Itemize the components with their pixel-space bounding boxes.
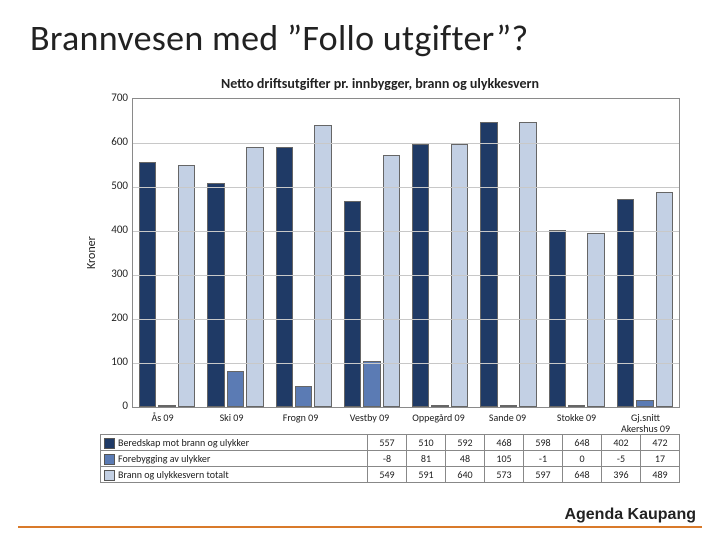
legend-text: Forebygging av ulykker bbox=[118, 452, 210, 465]
bar bbox=[636, 400, 653, 407]
gridline bbox=[133, 275, 679, 276]
bar bbox=[656, 192, 673, 407]
legend-swatch bbox=[104, 454, 115, 465]
bar bbox=[500, 405, 517, 407]
gridline bbox=[133, 363, 679, 364]
y-axis-label: Kroner bbox=[80, 98, 100, 408]
table-cell: 468 bbox=[484, 435, 523, 451]
bar bbox=[431, 405, 448, 407]
x-tick-label: Gj.snitt Akershus 09 bbox=[611, 408, 680, 434]
bar bbox=[207, 183, 224, 407]
bar-group bbox=[474, 99, 542, 407]
bar-group bbox=[543, 99, 611, 407]
footer-rule bbox=[18, 526, 702, 528]
table-cell: 105 bbox=[484, 451, 523, 467]
table-row: Forebygging av ulykker -88148105-10-517 bbox=[101, 451, 680, 467]
table-cell: 489 bbox=[640, 467, 679, 483]
gridline bbox=[133, 187, 679, 188]
table-cell: 640 bbox=[445, 467, 484, 483]
bar bbox=[363, 361, 380, 407]
bar-groups bbox=[133, 99, 679, 407]
legend-label: Forebygging av ulykker bbox=[101, 451, 368, 467]
bar bbox=[276, 147, 293, 407]
bar bbox=[246, 147, 263, 407]
table-cell: 17 bbox=[640, 451, 679, 467]
gridline bbox=[133, 319, 679, 320]
plot-outer: Kroner 7006005004003002001000 bbox=[80, 98, 680, 408]
table-cell: -5 bbox=[601, 451, 640, 467]
bar bbox=[158, 405, 175, 407]
legend-swatch bbox=[104, 438, 115, 449]
table-cell: 510 bbox=[406, 435, 445, 451]
bar bbox=[139, 162, 156, 407]
bar bbox=[480, 122, 497, 407]
bar bbox=[568, 405, 585, 407]
legend-text: Beredskap mot brann og ulykker bbox=[118, 436, 249, 449]
x-tick-label: Ski 09 bbox=[197, 408, 266, 434]
bar bbox=[519, 122, 536, 407]
table-row: Beredskap mot brann og ulykker5575105924… bbox=[101, 435, 680, 451]
bar-group bbox=[611, 99, 679, 407]
x-tick-label: Oppegård 09 bbox=[404, 408, 473, 434]
chart-container: Netto driftsutgifter pr. innbygger, bran… bbox=[80, 75, 680, 483]
table-cell: 396 bbox=[601, 467, 640, 483]
bar bbox=[383, 155, 400, 407]
bar-group bbox=[133, 99, 201, 407]
table-cell: 81 bbox=[406, 451, 445, 467]
x-tick-label: Frogn 09 bbox=[266, 408, 335, 434]
page-title: Brannvesen med ”Follo utgifter”? bbox=[30, 16, 528, 60]
gridline bbox=[133, 231, 679, 232]
plot-area bbox=[132, 98, 680, 408]
gridline bbox=[133, 143, 679, 144]
footer-text: Agenda Kaupang bbox=[564, 506, 696, 524]
bar-group bbox=[338, 99, 406, 407]
table-cell: 592 bbox=[445, 435, 484, 451]
legend-swatch bbox=[104, 470, 115, 481]
table-cell: 573 bbox=[484, 467, 523, 483]
table-cell: 648 bbox=[562, 435, 601, 451]
legend-text: Brann og ulykkesvern totalt bbox=[118, 468, 229, 481]
table-cell: 591 bbox=[406, 467, 445, 483]
x-tick-label: Vestby 09 bbox=[335, 408, 404, 434]
legend-label: Beredskap mot brann og ulykker bbox=[101, 435, 368, 451]
table-cell: 598 bbox=[523, 435, 562, 451]
bar bbox=[178, 165, 195, 407]
x-tick-label: Sande 09 bbox=[473, 408, 542, 434]
x-axis-labels: Ås 09Ski 09Frogn 09Vestby 09Oppegård 09S… bbox=[128, 408, 680, 434]
table-cell: 557 bbox=[367, 435, 406, 451]
table-cell: 402 bbox=[601, 435, 640, 451]
table-cell: 48 bbox=[445, 451, 484, 467]
y-axis-ticks: 7006005004003002001000 bbox=[100, 98, 132, 406]
bar bbox=[295, 386, 312, 407]
bar-group bbox=[406, 99, 474, 407]
table-cell: -8 bbox=[367, 451, 406, 467]
data-table-wrap: Beredskap mot brann og ulykker5575105924… bbox=[100, 434, 680, 483]
table-cell: 648 bbox=[562, 467, 601, 483]
chart-title: Netto driftsutgifter pr. innbygger, bran… bbox=[80, 75, 680, 92]
table-cell: 472 bbox=[640, 435, 679, 451]
x-tick-label: Ås 09 bbox=[128, 408, 197, 434]
table-cell: 0 bbox=[562, 451, 601, 467]
table-cell: 597 bbox=[523, 467, 562, 483]
bar-group bbox=[201, 99, 269, 407]
bar-group bbox=[270, 99, 338, 407]
legend-label: Brann og ulykkesvern totalt bbox=[101, 467, 368, 483]
slide: Brannvesen med ”Follo utgifter”? Netto d… bbox=[0, 0, 720, 540]
table-cell: 549 bbox=[367, 467, 406, 483]
table-cell: -1 bbox=[523, 451, 562, 467]
data-table: Beredskap mot brann og ulykker5575105924… bbox=[100, 434, 680, 483]
bar bbox=[314, 125, 331, 407]
bar bbox=[227, 371, 244, 407]
x-tick-label: Stokke 09 bbox=[542, 408, 611, 434]
table-row: Brann og ulykkesvern totalt 5495916405735… bbox=[101, 467, 680, 483]
